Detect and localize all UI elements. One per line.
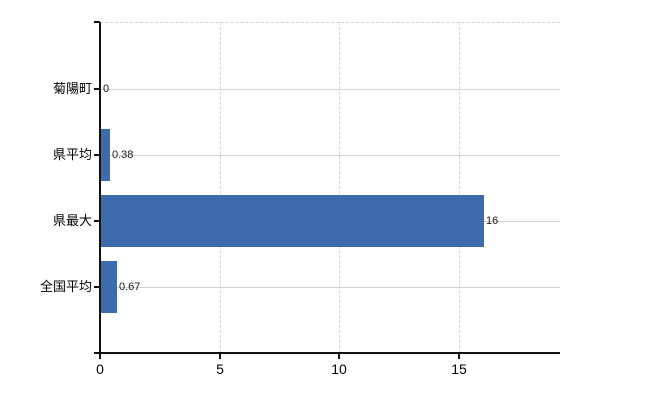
value-label: 16 xyxy=(486,215,499,227)
x-tick-label: 10 xyxy=(331,361,347,377)
x-axis-tick xyxy=(458,354,460,359)
category-label: 県最大 xyxy=(52,213,92,228)
category-label: 菊陽町 xyxy=(52,81,92,96)
gridline-v xyxy=(459,22,460,353)
x-axis-tick xyxy=(338,354,340,359)
bar xyxy=(101,129,110,181)
y-axis-tick xyxy=(94,286,100,288)
bar xyxy=(101,261,117,313)
plot-top-border xyxy=(100,22,560,23)
value-label: 0 xyxy=(103,83,110,95)
category-label: 県平均 xyxy=(52,147,92,162)
x-axis xyxy=(94,352,560,354)
x-tick-label: 5 xyxy=(216,361,224,377)
value-label: 0.67 xyxy=(119,281,141,293)
x-axis-tick xyxy=(219,354,221,359)
gridline-v xyxy=(339,22,340,353)
y-axis-tick xyxy=(94,220,100,222)
category-label: 全国平均 xyxy=(39,279,92,294)
value-label: 0.38 xyxy=(112,149,134,161)
gridline-v xyxy=(220,22,221,353)
y-axis-top-tick xyxy=(94,21,100,23)
y-axis xyxy=(99,22,101,358)
y-axis-tick xyxy=(94,88,100,90)
bar xyxy=(101,195,484,247)
x-axis-tick xyxy=(99,354,101,359)
x-tick-label: 0 xyxy=(96,361,104,377)
x-tick-label: 15 xyxy=(451,361,467,377)
gridline-h xyxy=(100,287,560,288)
gridline-h xyxy=(100,89,560,90)
gridline-h xyxy=(100,155,560,156)
y-axis-tick xyxy=(94,154,100,156)
